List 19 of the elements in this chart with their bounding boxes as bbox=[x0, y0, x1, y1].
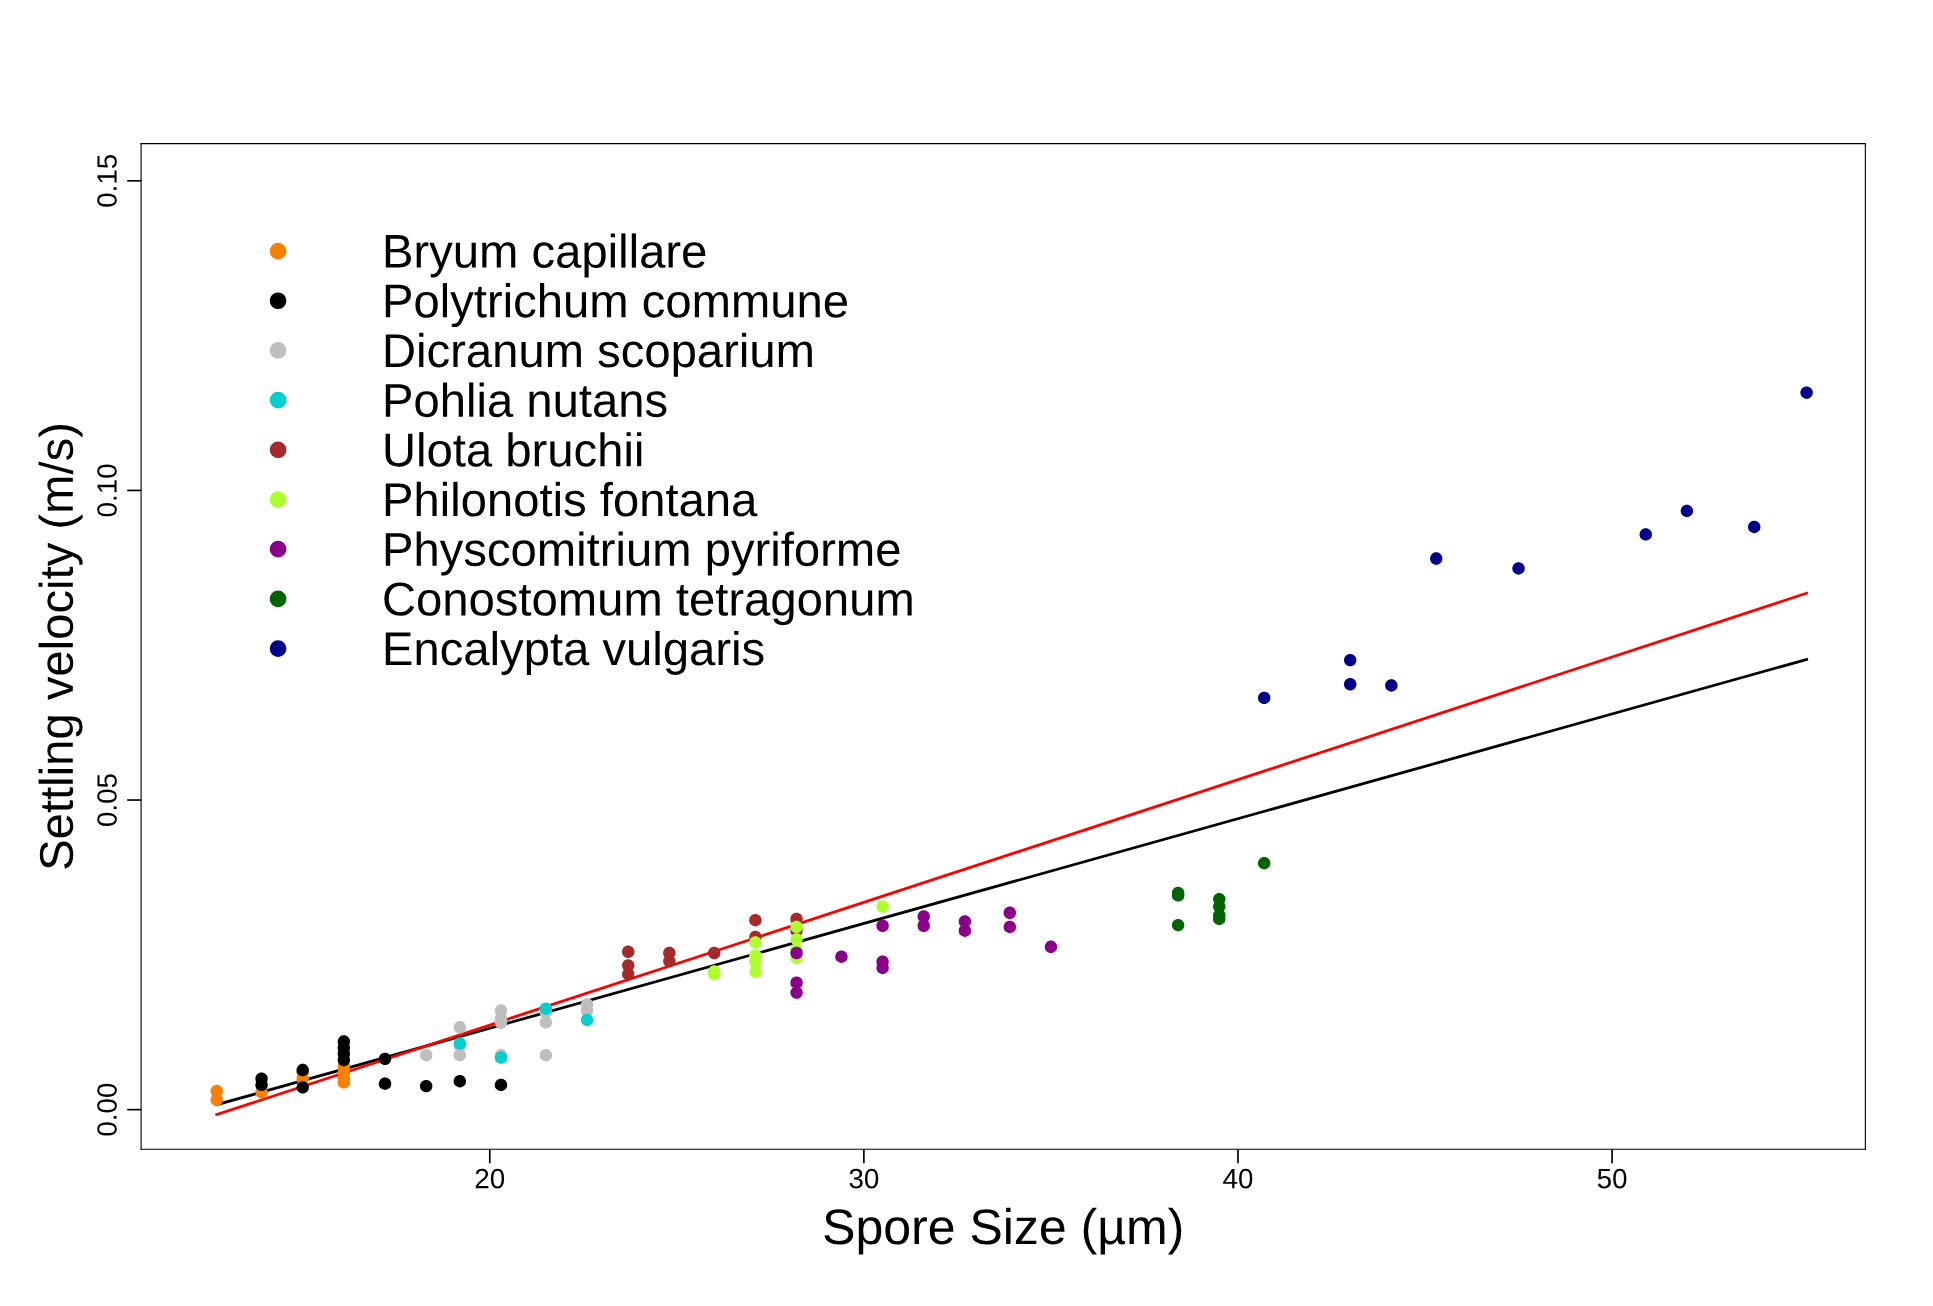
legend-label: Bryum capillare bbox=[385, 233, 706, 278]
x-axis-title: Spore Size (µm) bbox=[824, 1207, 1182, 1255]
legend-label: Ulota bruchii bbox=[385, 432, 642, 467]
legend-label: Philonotis fontana bbox=[385, 481, 758, 517]
legend-label: Pohlia nutans bbox=[385, 382, 667, 418]
y-tick-label: 0.05 bbox=[97, 774, 117, 826]
x-tick-label: 30 bbox=[849, 1168, 879, 1189]
y-axis-title: Settling velocity (m/s) bbox=[38, 425, 83, 869]
y-tick-label: 0.00 bbox=[97, 1083, 117, 1136]
x-tick-label: 20 bbox=[475, 1168, 505, 1189]
legend-label: Physcomitrium pyriforme bbox=[385, 531, 900, 576]
legend-label: Encalypta vulgaris bbox=[385, 630, 764, 675]
legend-label: Polytrichum commune bbox=[385, 283, 847, 328]
y-tick-label: 0.15 bbox=[97, 154, 117, 207]
y-tick-label: 0.10 bbox=[97, 464, 117, 517]
x-tick-label: 40 bbox=[1223, 1168, 1253, 1189]
legend-label: Conostomum tetragonum bbox=[384, 582, 912, 626]
x-tick-label: 50 bbox=[1597, 1168, 1627, 1189]
legend-label: Dicranum scoparium bbox=[385, 332, 812, 377]
